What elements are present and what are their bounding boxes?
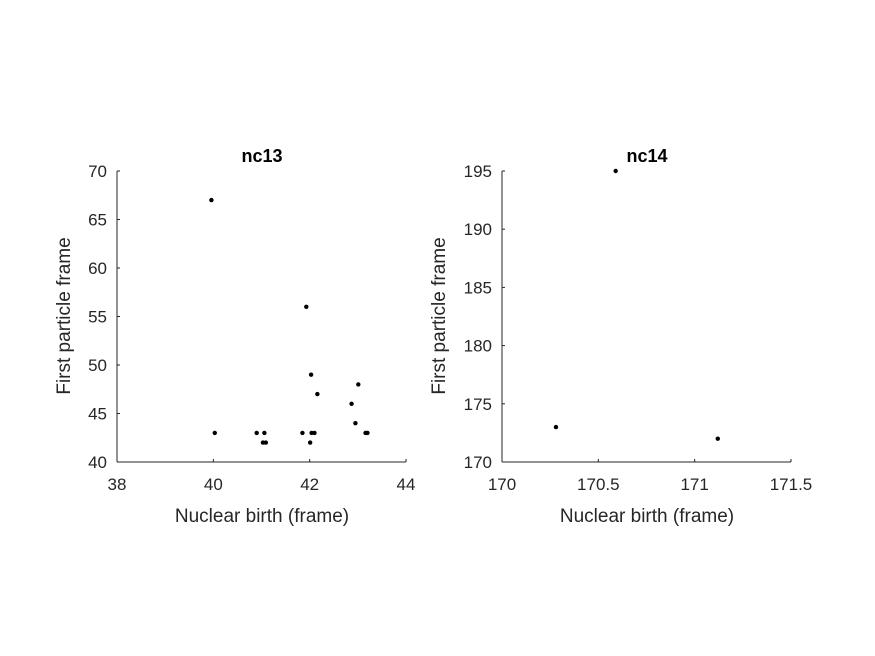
y-axis-label-nc14: First particle frame [429, 237, 450, 394]
data-point [312, 430, 317, 436]
data-point [304, 304, 309, 309]
x-tick-label: 38 [108, 475, 127, 494]
data-point [553, 424, 559, 430]
points-nc13 [209, 197, 370, 445]
y-tick-label: 195 [464, 162, 492, 181]
y-tick-label: 50 [88, 356, 107, 375]
y-tick-label: 60 [88, 259, 107, 278]
y-tick-label: 65 [88, 211, 107, 230]
data-point [315, 391, 320, 397]
data-point [715, 436, 720, 441]
data-point [263, 440, 269, 445]
x-tick-label: 44 [397, 475, 416, 494]
x-tick-label: 40 [204, 475, 223, 494]
y-tick-label: 170 [464, 453, 492, 472]
data-point [349, 401, 354, 406]
x-tick-label: 170.5 [577, 475, 620, 494]
data-point [356, 382, 361, 387]
x-axis-label-nc13: Nuclear birth (frame) [175, 506, 349, 527]
y-axis-label-nc13: First particle frame [54, 237, 75, 394]
y-tick-label: 190 [464, 220, 492, 239]
x-tick-label: 170 [488, 475, 516, 494]
y-tick-label: 40 [88, 453, 107, 472]
y-tick-label: 45 [88, 405, 107, 424]
x-axis-label-nc14: Nuclear birth (frame) [560, 506, 734, 527]
chart-title-nc13: nc13 [241, 146, 282, 166]
data-point [300, 430, 305, 436]
y-ticks-nc14: 170 175 180 185 190 195 [464, 162, 505, 472]
plot-nc14: nc14 170 170.5 171 171.5 170 175 180 185 190 195… [429, 146, 812, 527]
points-nc14 [553, 168, 720, 441]
y-ticks-nc13: 40 45 50 55 60 65 70 [88, 162, 120, 472]
data-point [353, 421, 358, 426]
data-point [212, 430, 217, 436]
data-point [254, 430, 259, 436]
data-point [262, 430, 267, 436]
x-tick-label: 171 [680, 475, 708, 494]
y-tick-label: 175 [464, 395, 492, 414]
data-point [307, 440, 313, 445]
y-tick-label: 55 [88, 308, 107, 327]
data-point [613, 168, 618, 174]
data-point [308, 372, 314, 377]
chart-title-nc14: nc14 [626, 146, 667, 166]
y-tick-label: 70 [88, 162, 107, 181]
x-ticks-nc13: 38 40 42 44 [108, 459, 416, 494]
y-tick-label: 185 [464, 278, 492, 297]
data-point [209, 197, 214, 203]
x-tick-label: 171.5 [770, 475, 813, 494]
x-ticks-nc14: 170 170.5 171 171.5 [488, 459, 812, 494]
data-point [365, 430, 370, 436]
x-tick-label: 42 [300, 475, 319, 494]
y-tick-label: 180 [464, 337, 492, 356]
